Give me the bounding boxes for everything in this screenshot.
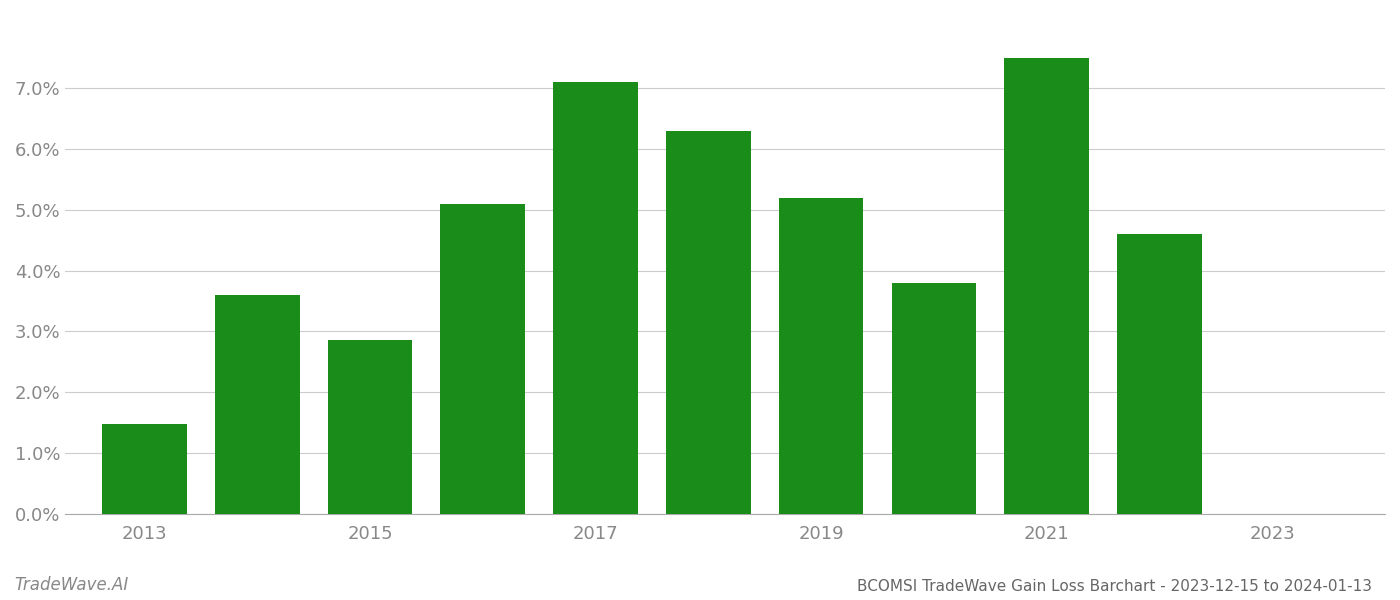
Bar — [778, 197, 864, 514]
Bar — [1117, 234, 1201, 514]
Bar — [216, 295, 300, 514]
Bar — [553, 82, 638, 514]
Bar — [1004, 58, 1089, 514]
Text: BCOMSI TradeWave Gain Loss Barchart - 2023-12-15 to 2024-01-13: BCOMSI TradeWave Gain Loss Barchart - 20… — [857, 579, 1372, 594]
Bar — [441, 203, 525, 514]
Bar — [892, 283, 976, 514]
Text: TradeWave.AI: TradeWave.AI — [14, 576, 129, 594]
Bar — [666, 131, 750, 514]
Bar — [102, 424, 186, 514]
Bar — [328, 340, 412, 514]
